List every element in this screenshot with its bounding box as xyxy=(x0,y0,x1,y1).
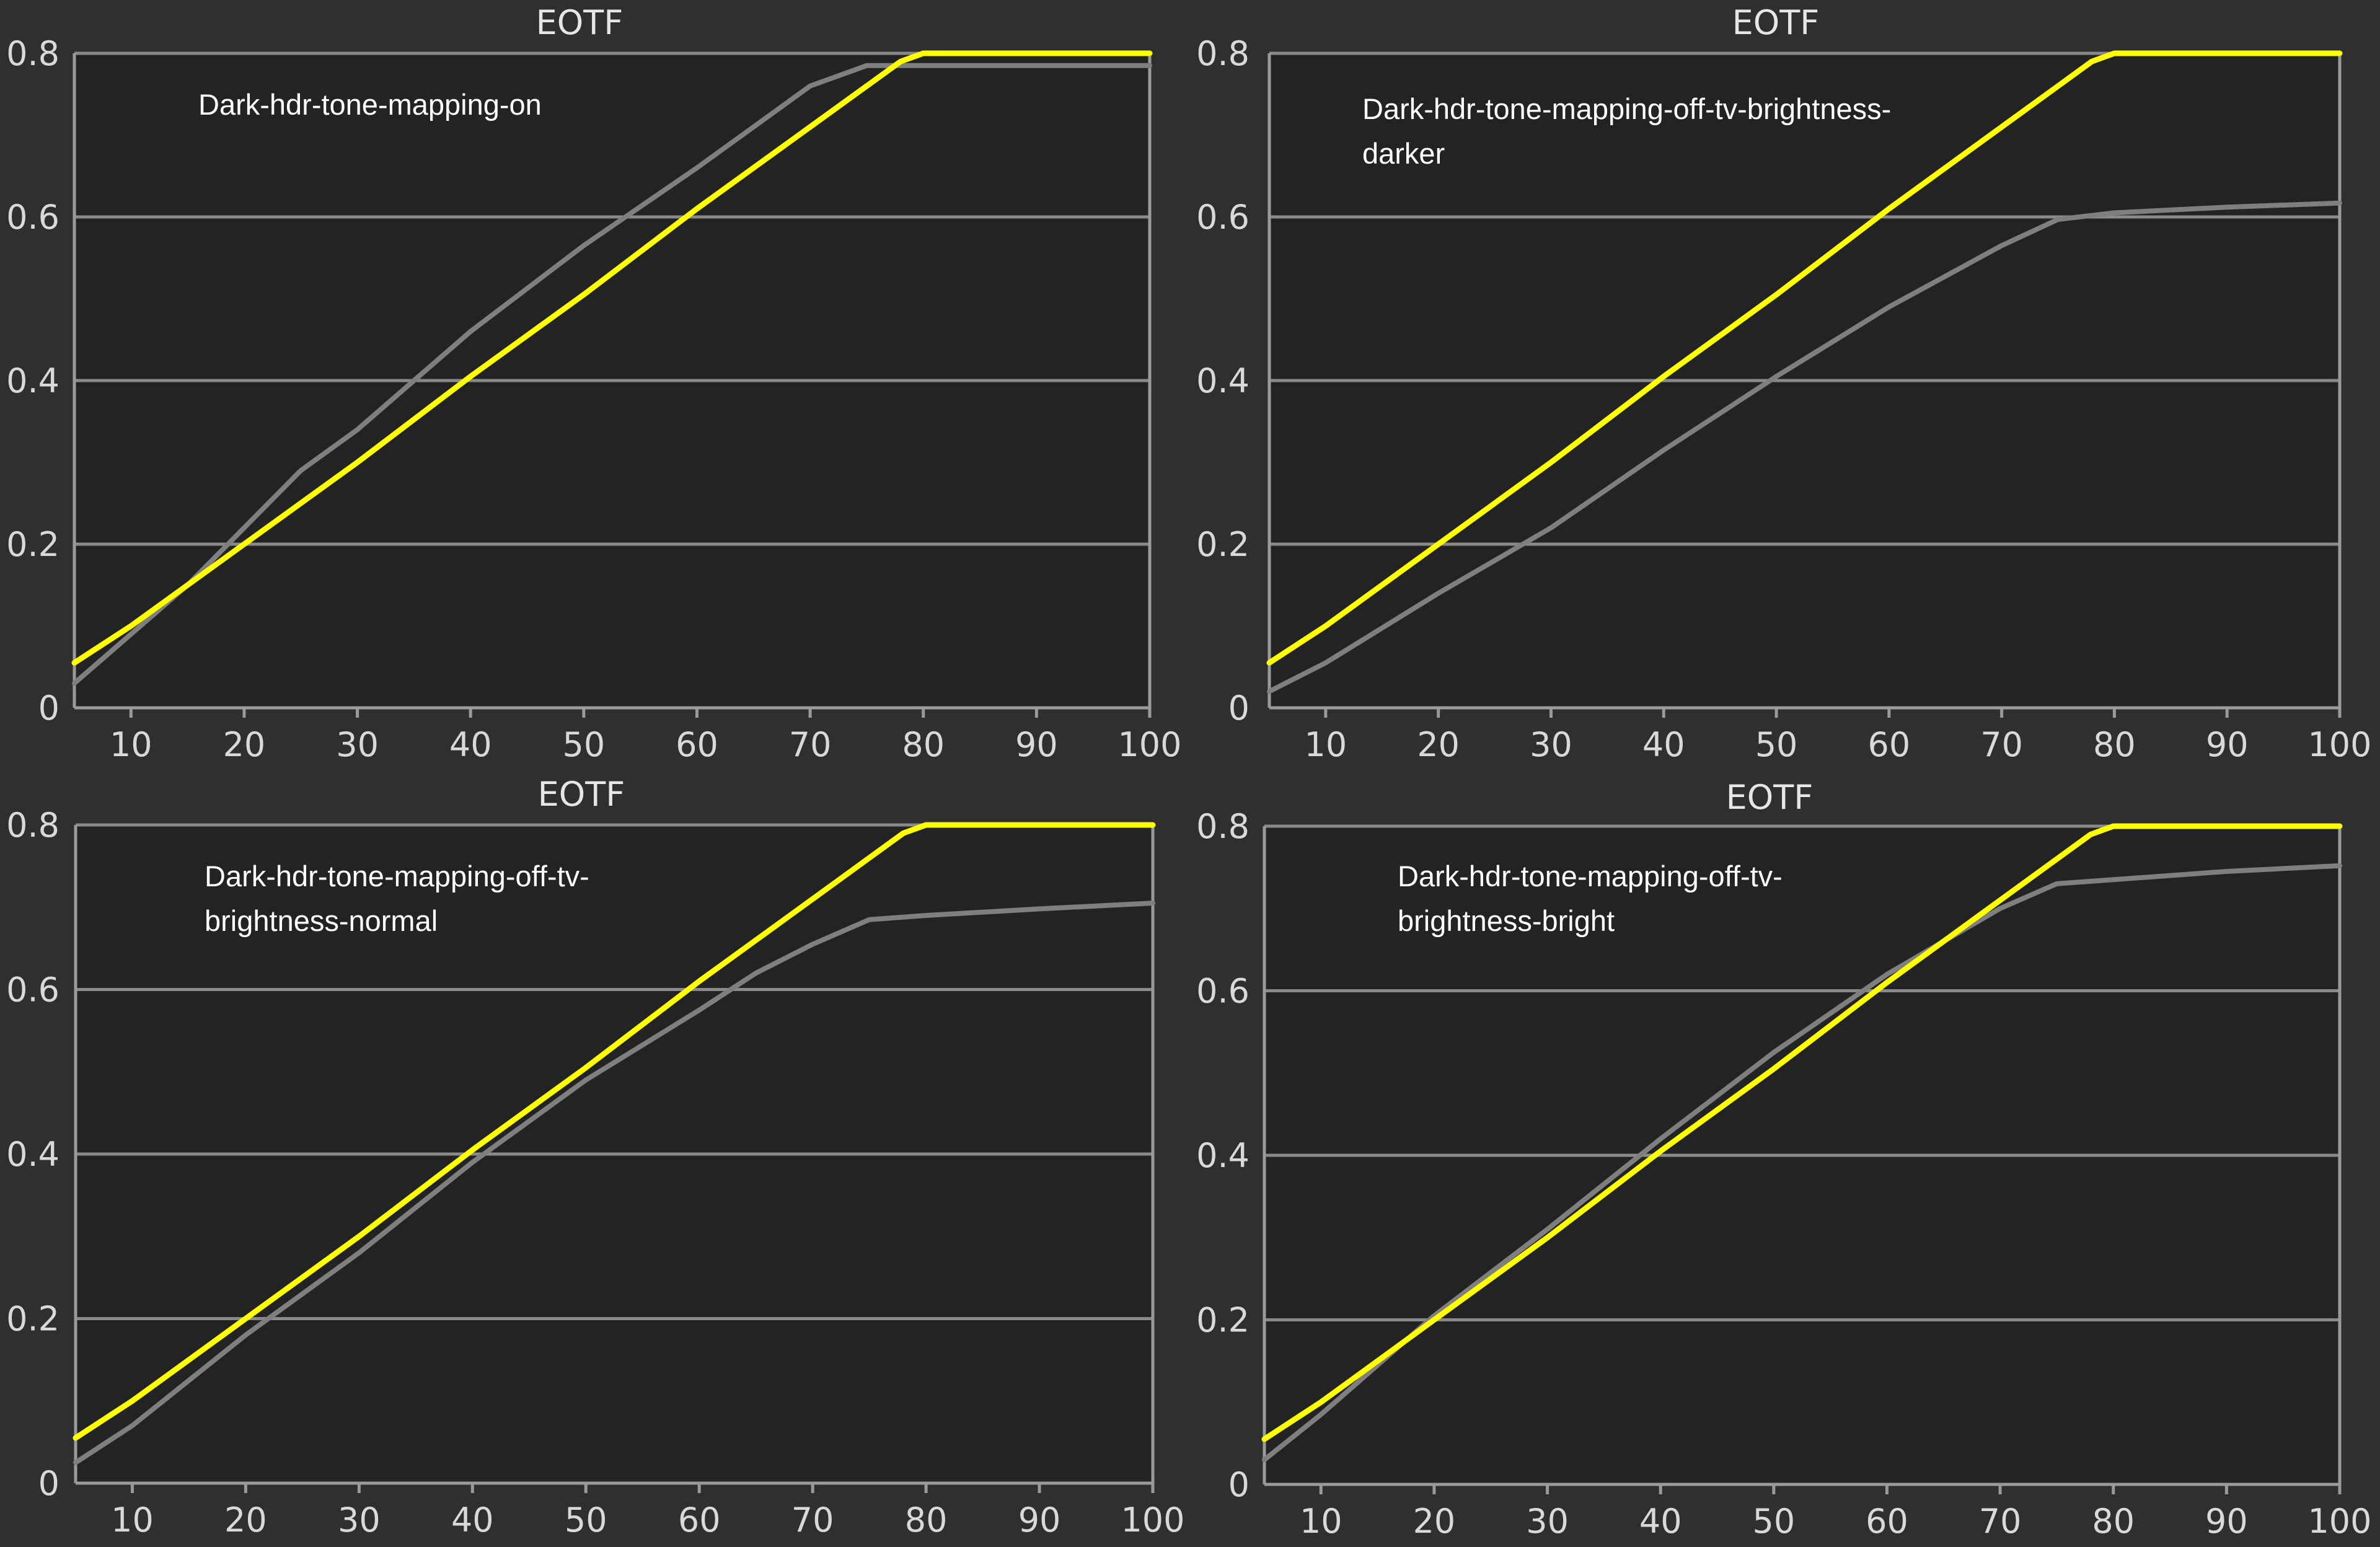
x-tick-label: 90 xyxy=(1018,1501,1061,1540)
x-tick-label: 70 xyxy=(1979,1502,2022,1541)
x-tick-label: 80 xyxy=(2093,725,2136,764)
x-tick-label: 30 xyxy=(336,725,379,764)
x-tick-label: 70 xyxy=(789,725,832,764)
target-eotf-line xyxy=(1266,50,2343,666)
x-tick-label: 70 xyxy=(1980,725,2023,764)
chart-annotation: Dark-hdr-tone-mapping-on xyxy=(198,88,542,121)
x-tick-label: 60 xyxy=(1867,725,1910,764)
x-tick-label: 90 xyxy=(2205,1502,2248,1541)
x-tick-label: 40 xyxy=(1642,725,1685,764)
x-tick-label: 10 xyxy=(111,1501,154,1540)
annotation-line: Dark-hdr-tone-mapping-off-tv-brightness- xyxy=(1362,92,1891,125)
chart-panel-1: EOTF 0 0.2 0.4 0.6 0.8 10 20 30 40 50 60 70 80 90 100 Da… xyxy=(0,0,1190,772)
x-tick-label: 40 xyxy=(451,1501,494,1540)
annotation-line: darker xyxy=(1362,137,1445,170)
x-tick-label: 10 xyxy=(1305,725,1347,764)
x-tick-label: 100 xyxy=(1117,725,1181,764)
y-tick-label: 0.4 xyxy=(1196,1136,1250,1175)
chart-title: EOTF xyxy=(538,775,625,814)
x-tick-label: 40 xyxy=(449,725,492,764)
x-tick-label: 80 xyxy=(905,1501,948,1540)
chart-panel-2: EOTF 0 0.2 0.4 0.6 0.8 10 20 30 40 50 60 70 80 90 100 Da… xyxy=(1190,0,2380,772)
target-eotf-line xyxy=(73,822,1156,1441)
chart-annotation: Dark-hdr-tone-mapping-off-tv-brightness-… xyxy=(1398,860,1783,937)
measured-eotf-line xyxy=(1267,200,2342,694)
chart-panel-4: EOTF 0 0.2 0.4 0.6 0.8 10 20 30 40 50 60 70 80 90 100 Da… xyxy=(1190,772,2380,1547)
chart-title: EOTF xyxy=(1726,778,1814,817)
x-tick-label: 50 xyxy=(1755,725,1798,764)
annotation-line: brightness-bright xyxy=(1398,904,1615,937)
x-tick-label: 100 xyxy=(2307,725,2371,764)
eotf-chart-2: EOTF 0 0.2 0.4 0.6 0.8 10 20 30 40 50 60 70 80 90 100 Da… xyxy=(1196,3,2371,764)
x-tick-label: 40 xyxy=(1639,1502,1682,1541)
y-tick-label: 0.4 xyxy=(1196,361,1250,400)
chart-annotation: Dark-hdr-tone-mapping-off-tv-brightness-… xyxy=(1362,92,1891,170)
x-tick-label: 60 xyxy=(1866,1502,1908,1541)
y-tick-label: 0.2 xyxy=(6,1300,60,1339)
x-tick-label: 60 xyxy=(678,1501,721,1540)
target-eotf-line xyxy=(1261,823,2343,1442)
y-tick-label: 0.8 xyxy=(6,806,60,845)
y-tick-label: 0 xyxy=(1228,689,1250,728)
y-tick-label: 0.2 xyxy=(1196,1301,1250,1340)
x-tick-label: 50 xyxy=(1752,1502,1795,1541)
y-tick-label: 0.4 xyxy=(6,1135,60,1174)
chart-title: EOTF xyxy=(1732,3,1820,42)
y-tick-label: 0.8 xyxy=(1196,34,1250,73)
annotation-line: Dark-hdr-tone-mapping-off-tv- xyxy=(205,860,589,892)
x-tick-label: 50 xyxy=(562,725,605,764)
x-tick-label: 20 xyxy=(223,725,266,764)
measured-eotf-line xyxy=(73,901,1155,1465)
y-tick-label: 0.2 xyxy=(6,525,60,564)
x-tick-label: 70 xyxy=(791,1501,834,1540)
x-tick-label: 20 xyxy=(224,1501,267,1540)
eotf-chart-4: EOTF 0 0.2 0.4 0.6 0.8 10 20 30 40 50 60 70 80 90 100 Da… xyxy=(1196,778,2371,1541)
x-tick-label: 30 xyxy=(1530,725,1572,764)
x-tick-label: 100 xyxy=(1121,1501,1184,1540)
x-tick-label: 90 xyxy=(1015,725,1058,764)
y-tick-label: 0 xyxy=(1228,1465,1250,1504)
x-tick-label: 100 xyxy=(2307,1502,2371,1541)
eotf-chart-1: EOTF 0 0.2 0.4 0.6 0.8 10 20 30 40 50 60 70 80 90 100 Da… xyxy=(6,3,1181,764)
eotf-chart-3: EOTF 0 0.2 0.4 0.6 0.8 10 20 30 40 50 60 70 80 90 100 Da… xyxy=(6,775,1184,1540)
x-tick-label: 30 xyxy=(338,1501,381,1540)
x-tick-label: 20 xyxy=(1413,1502,1456,1541)
annotation-line: Dark-hdr-tone-mapping-off-tv- xyxy=(1398,860,1783,892)
y-tick-label: 0.2 xyxy=(1196,525,1250,564)
y-tick-label: 0.6 xyxy=(1196,972,1250,1011)
chart-panel-3: EOTF 0 0.2 0.4 0.6 0.8 10 20 30 40 50 60 70 80 90 100 Da… xyxy=(0,772,1190,1547)
target-eotf-line xyxy=(71,50,1153,666)
x-tick-label: 10 xyxy=(1300,1502,1342,1541)
x-tick-label: 20 xyxy=(1417,725,1460,764)
x-tick-label: 30 xyxy=(1526,1502,1569,1541)
x-tick-label: 10 xyxy=(110,725,152,764)
chart-annotation: Dark-hdr-tone-mapping-off-tv-brightness-… xyxy=(205,860,589,937)
x-tick-label: 80 xyxy=(902,725,945,764)
y-tick-label: 0.8 xyxy=(1196,807,1250,846)
y-tick-label: 0.4 xyxy=(6,361,60,400)
y-tick-label: 0.8 xyxy=(6,34,60,73)
chart-title: EOTF xyxy=(536,3,624,42)
y-tick-label: 0.6 xyxy=(1196,198,1250,237)
annotation-line: Dark-hdr-tone-mapping-on xyxy=(198,88,542,121)
y-tick-label: 0.6 xyxy=(6,198,60,237)
x-tick-label: 60 xyxy=(676,725,718,764)
x-tick-label: 80 xyxy=(2092,1502,2135,1541)
y-tick-label: 0 xyxy=(38,689,60,728)
y-tick-label: 0 xyxy=(38,1464,60,1503)
x-tick-label: 90 xyxy=(2206,725,2249,764)
y-tick-label: 0.6 xyxy=(6,971,60,1010)
x-tick-label: 50 xyxy=(565,1501,607,1540)
annotation-line: brightness-normal xyxy=(205,904,438,937)
